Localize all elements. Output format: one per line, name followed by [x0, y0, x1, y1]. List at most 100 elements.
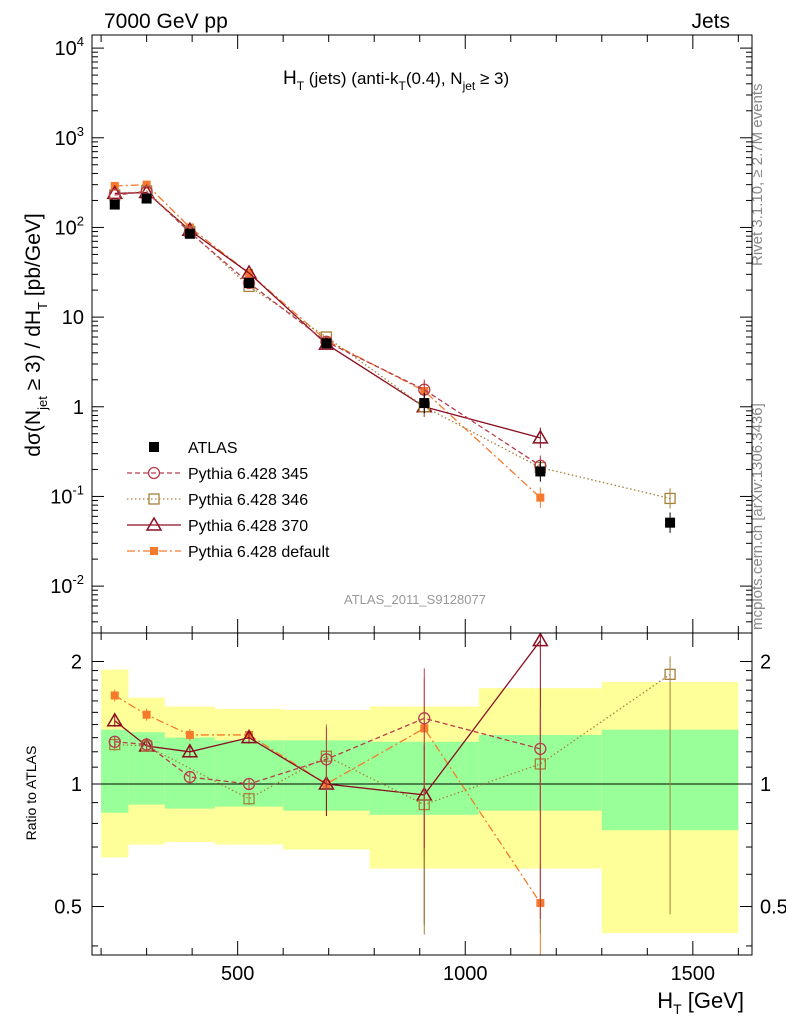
x-tick-label: 1500 [671, 963, 716, 985]
ratio-frame [91, 632, 753, 956]
ratio-point-p370 [532, 632, 549, 647]
ratio-point-p346 [243, 793, 255, 805]
title-sub2: T [399, 79, 407, 93]
ratio-y-tick-label: 2 [71, 652, 82, 674]
y-tick-base: 10 [55, 217, 77, 239]
main-series [106, 180, 676, 533]
legend-marker [147, 466, 161, 480]
x-axis-title: HT [GeV] [657, 988, 744, 1017]
ratio-point-p370 [240, 729, 258, 744]
ratio-y-tick-label-right: 2 [760, 652, 771, 674]
ratio-point-p345 [418, 712, 431, 725]
analysis-id: ATLAS_2011_S9128077 [344, 592, 486, 607]
ratio-y-tick-label: 0.5 [54, 896, 82, 918]
y-tick-label: 10-1 [50, 482, 84, 508]
legend-entry: Pythia 6.428 370 [127, 516, 308, 535]
ratio-series [106, 632, 676, 955]
title-sub3: jet [462, 79, 476, 93]
point-data [244, 278, 255, 289]
legend-marker [150, 547, 158, 555]
ratio-point-pdef [142, 710, 151, 719]
header-right: Jets [691, 10, 730, 33]
mcplots-label: mcplots.cern.ch [arXiv:1306.3436] [749, 403, 766, 630]
series-line-p345 [114, 191, 541, 467]
y-tick-exp: -2 [72, 572, 84, 587]
point-p345 [242, 276, 256, 290]
point-pdef [536, 493, 545, 502]
legend-label: Pythia 6.428 345 [188, 466, 308, 483]
ratio-point-pdef [110, 691, 119, 700]
ratio-point-p370 [181, 743, 199, 758]
ratio-point-p345 [534, 742, 547, 756]
y-tick-base: 10 [50, 576, 72, 598]
ratio-series-p345 [108, 668, 547, 919]
y-tick-label: 10-2 [50, 572, 84, 598]
y-tick-exp: 2 [77, 213, 84, 228]
title-h: H [283, 68, 297, 89]
y-tick-exp: 4 [77, 34, 84, 49]
plot-title: HT (jets) (anti-kT(0.4), Njet ≥ 3) [283, 68, 509, 93]
y-tick-base: 10 [50, 486, 72, 508]
rivet-label: Rivet 3.1.10, ≥ 2.7M events [749, 84, 766, 267]
title-part3: (0.4), N [406, 69, 463, 88]
header-left: 7000 GeV pp [104, 10, 228, 33]
point-p370 [532, 429, 549, 444]
ratio-bands [92, 669, 752, 934]
point-data [321, 338, 332, 349]
legend-entry: Pythia 6.428 345 [127, 466, 308, 483]
ratio-point-pdef [185, 730, 194, 739]
point-data [184, 228, 195, 239]
legend-label: Pythia 6.428 346 [188, 492, 308, 509]
ylabel-a: dσ(N [22, 410, 45, 457]
title-sub1: T [297, 79, 305, 93]
point-p346 [664, 492, 676, 505]
title-part2: (jets) (anti-k [304, 69, 399, 88]
x-tick-label: 1000 [443, 963, 488, 985]
xlabel-a: H [657, 988, 673, 1013]
ylabel-e: [pb/GeV] [22, 213, 45, 302]
series-p370 [106, 184, 549, 449]
legend-label: Pythia 6.428 370 [188, 518, 308, 535]
legend-label: ATLAS [188, 440, 238, 457]
y-tick-label: 104 [55, 34, 84, 60]
y-tick-label: 102 [55, 213, 84, 239]
legend-marker [148, 493, 160, 505]
ylabel-c: ≥ 3) / dH [22, 310, 45, 396]
ratio-point-p370 [106, 712, 124, 727]
ratio-y-tick-label: 1 [71, 774, 82, 796]
y-tick-label: 10 [62, 307, 84, 329]
ratio-point-p346 [664, 668, 676, 680]
legend-entry: Pythia 6.428 346 [127, 492, 308, 509]
ratio-point-p345 [140, 738, 153, 751]
ratio-y-tick-label-right: 1 [760, 774, 771, 796]
point-data [141, 193, 152, 204]
y-axis-title-ratio: Ratio to ATLAS [23, 746, 39, 841]
point-data [535, 466, 546, 477]
ratio-point-p345 [108, 735, 121, 748]
legend: ATLAS Pythia 6.428 345 Pythia 6.428 346 Pyt… [127, 440, 330, 561]
legend-entry: Pythia 6.428 default [127, 544, 330, 561]
legend-entry: ATLAS [149, 440, 238, 457]
legend-label: Pythia 6.428 default [188, 544, 330, 561]
title-part4: ≥ 3) [475, 69, 509, 88]
xlabel-c: [GeV] [682, 988, 744, 1013]
y-tick-base: 10 [55, 128, 77, 150]
series-p345 [108, 185, 547, 476]
legend-marker [145, 516, 163, 531]
point-p370 [106, 184, 124, 200]
legend-marker [149, 442, 159, 452]
point-data [109, 199, 120, 210]
ylabel-b: jet [35, 396, 50, 411]
y-axis-title-main: dσ(Njet ≥ 3) / dHT [pb/GeV] [22, 213, 50, 456]
series-line-p370 [114, 191, 541, 439]
x-tick-label: 500 [221, 963, 254, 985]
point-data [665, 517, 676, 528]
y-tick-exp: -1 [72, 482, 84, 497]
y-tick-base: 10 [55, 38, 77, 60]
xlabel-b: T [673, 1001, 682, 1017]
ratio-point-p345 [320, 753, 333, 766]
point-data [419, 398, 430, 409]
ylabel-d: T [35, 302, 50, 310]
